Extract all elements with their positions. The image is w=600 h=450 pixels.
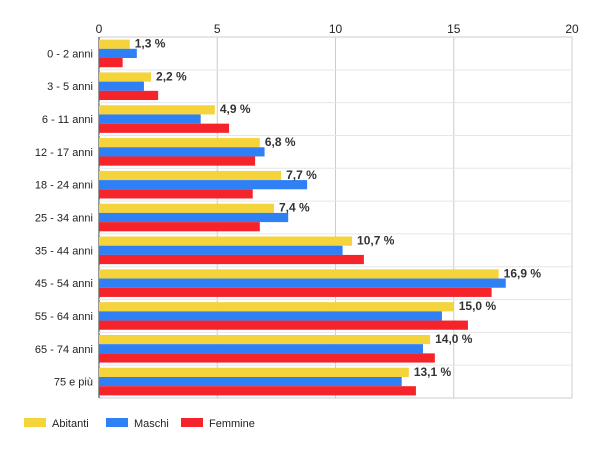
- data-label: 16,9 %: [504, 266, 542, 280]
- data-label: 6,8 %: [265, 135, 296, 149]
- bar-maschi: [99, 147, 265, 157]
- legend-swatch-femmine: [181, 418, 203, 427]
- x-axis-ticks: 0 5 10 15 20: [96, 22, 579, 36]
- data-label: 7,4 %: [279, 201, 310, 215]
- bar-maschi: [99, 48, 137, 59]
- category-label: 45 - 54 anni: [35, 278, 93, 290]
- bar-maschi: [99, 245, 343, 255]
- legend-label: Maschi: [134, 418, 169, 430]
- category-label: 65 - 74 anni: [35, 344, 93, 356]
- legend-swatch-abitanti: [24, 418, 46, 427]
- bar-maschi: [99, 376, 402, 387]
- data-label: 14,0 %: [435, 332, 473, 346]
- bar-maschi: [99, 114, 201, 124]
- bar-maschi: [99, 278, 506, 288]
- x-tick-label: 5: [214, 22, 221, 36]
- data-label: 1,3 %: [135, 37, 166, 51]
- x-tick-label: 10: [329, 22, 343, 36]
- bar-femmine: [99, 287, 492, 297]
- bar-femmine: [99, 222, 260, 232]
- gridlines: [98, 36, 573, 399]
- bar-femmine: [99, 123, 230, 133]
- bar-abitanti: [99, 302, 454, 312]
- data-label: 7,7 %: [286, 168, 317, 182]
- category-label: 12 - 17 anni: [35, 147, 93, 159]
- bar-femmine: [99, 386, 416, 396]
- bar-abitanti: [99, 367, 409, 377]
- bar-abitanti: [99, 170, 282, 181]
- bar-abitanti: [99, 203, 275, 213]
- category-label: 25 - 34 anni: [35, 213, 93, 225]
- bar-abitanti: [99, 105, 215, 115]
- x-tick-label: 0: [96, 22, 103, 36]
- data-label: 10,7 %: [357, 234, 395, 248]
- category-label: 55 - 64 anni: [35, 311, 93, 323]
- category-label: 3 - 5 anni: [47, 81, 93, 93]
- bar-maschi: [99, 180, 308, 190]
- legend-label: Abitanti: [52, 418, 89, 430]
- data-label: 15,0 %: [459, 299, 497, 313]
- category-label: 6 - 11 anni: [42, 114, 93, 126]
- category-label: 18 - 24 anni: [35, 180, 93, 192]
- bar-maschi: [99, 344, 424, 354]
- bar-femmine: [99, 254, 364, 265]
- bar-maschi: [99, 212, 289, 223]
- category-label: 75 e più: [54, 377, 93, 389]
- bar-abitanti: [99, 72, 152, 82]
- bar-abitanti: [99, 138, 260, 148]
- bar-femmine: [99, 353, 435, 363]
- bar-abitanti: [99, 39, 130, 49]
- x-tick-label: 20: [565, 22, 579, 36]
- bar-abitanti: [99, 269, 499, 279]
- data-label: 4,9 %: [220, 102, 251, 116]
- bar-maschi: [99, 81, 144, 91]
- bar-femmine: [99, 320, 468, 330]
- bar-femmine: [99, 58, 123, 68]
- bar-abitanti: [99, 334, 431, 345]
- data-labels: 1,3 % 2,2 % 4,9 % 6,8 % 7,7 % 7,4 % 10,7 % 16,9…: [135, 37, 542, 379]
- legend: Abitanti Maschi Femmine: [24, 418, 255, 430]
- bars: [99, 39, 506, 396]
- bar-femmine: [99, 156, 256, 166]
- data-label: 13,1 %: [414, 365, 452, 379]
- bar-abitanti: [99, 236, 353, 246]
- legend-swatch-maschi: [106, 418, 128, 427]
- bar-femmine: [99, 189, 253, 199]
- bar-femmine: [99, 90, 159, 101]
- category-label: 35 - 44 anni: [35, 245, 93, 257]
- category-labels: 0 - 2 anni 3 - 5 anni 6 - 11 anni 12 - 17 a…: [35, 48, 93, 388]
- data-label: 2,2 %: [156, 69, 187, 83]
- bar-maschi: [99, 311, 442, 321]
- legend-label: Femmine: [209, 418, 255, 430]
- category-label: 0 - 2 anni: [47, 48, 93, 60]
- x-tick-label: 15: [447, 22, 461, 36]
